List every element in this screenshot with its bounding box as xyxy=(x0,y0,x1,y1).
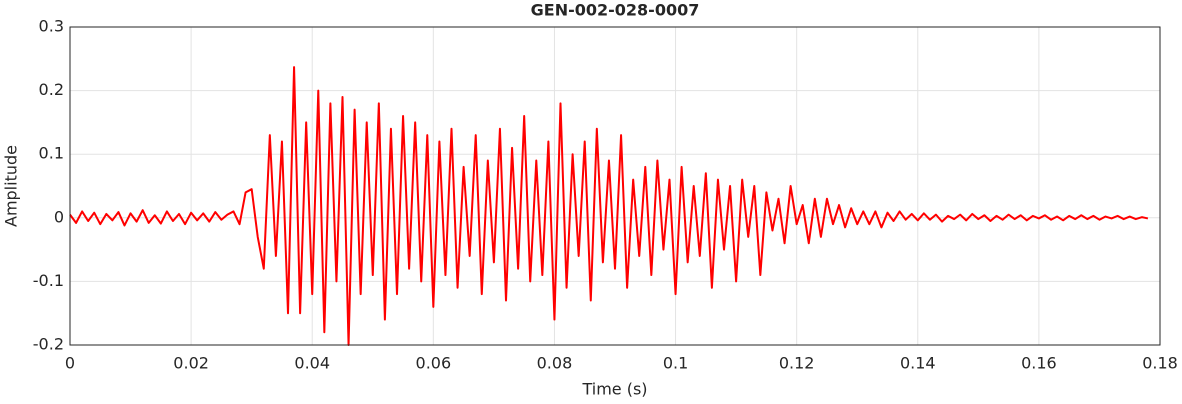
x-tick-label: 0.1 xyxy=(663,354,688,373)
x-tick-label: 0.18 xyxy=(1142,354,1178,373)
y-tick-label: 0 xyxy=(54,207,64,226)
y-tick-label: 0.1 xyxy=(39,144,64,163)
plot-frame xyxy=(69,26,1161,346)
x-tick-label: 0.12 xyxy=(779,354,815,373)
x-tick-label: 0 xyxy=(65,354,75,373)
y-tick-label: 0.2 xyxy=(39,80,64,99)
y-tick-label: 0.3 xyxy=(39,17,64,36)
chart-title: GEN-002-028-0007 xyxy=(531,1,700,20)
x-tick-label: 0.16 xyxy=(1021,354,1057,373)
x-tick-label: 0.02 xyxy=(173,354,209,373)
y-tick-label: -0.2 xyxy=(33,335,64,354)
x-tick-label: 0.14 xyxy=(900,354,936,373)
x-tick-label: 0.08 xyxy=(537,354,573,373)
y-axis-label: Amplitude xyxy=(2,145,21,227)
data-line xyxy=(69,66,1149,346)
x-tick-label: 0.06 xyxy=(416,354,452,373)
x-axis-label: Time (s) xyxy=(581,380,647,399)
y-tick-label: -0.1 xyxy=(33,271,64,290)
x-tick-label: 0.04 xyxy=(294,354,330,373)
